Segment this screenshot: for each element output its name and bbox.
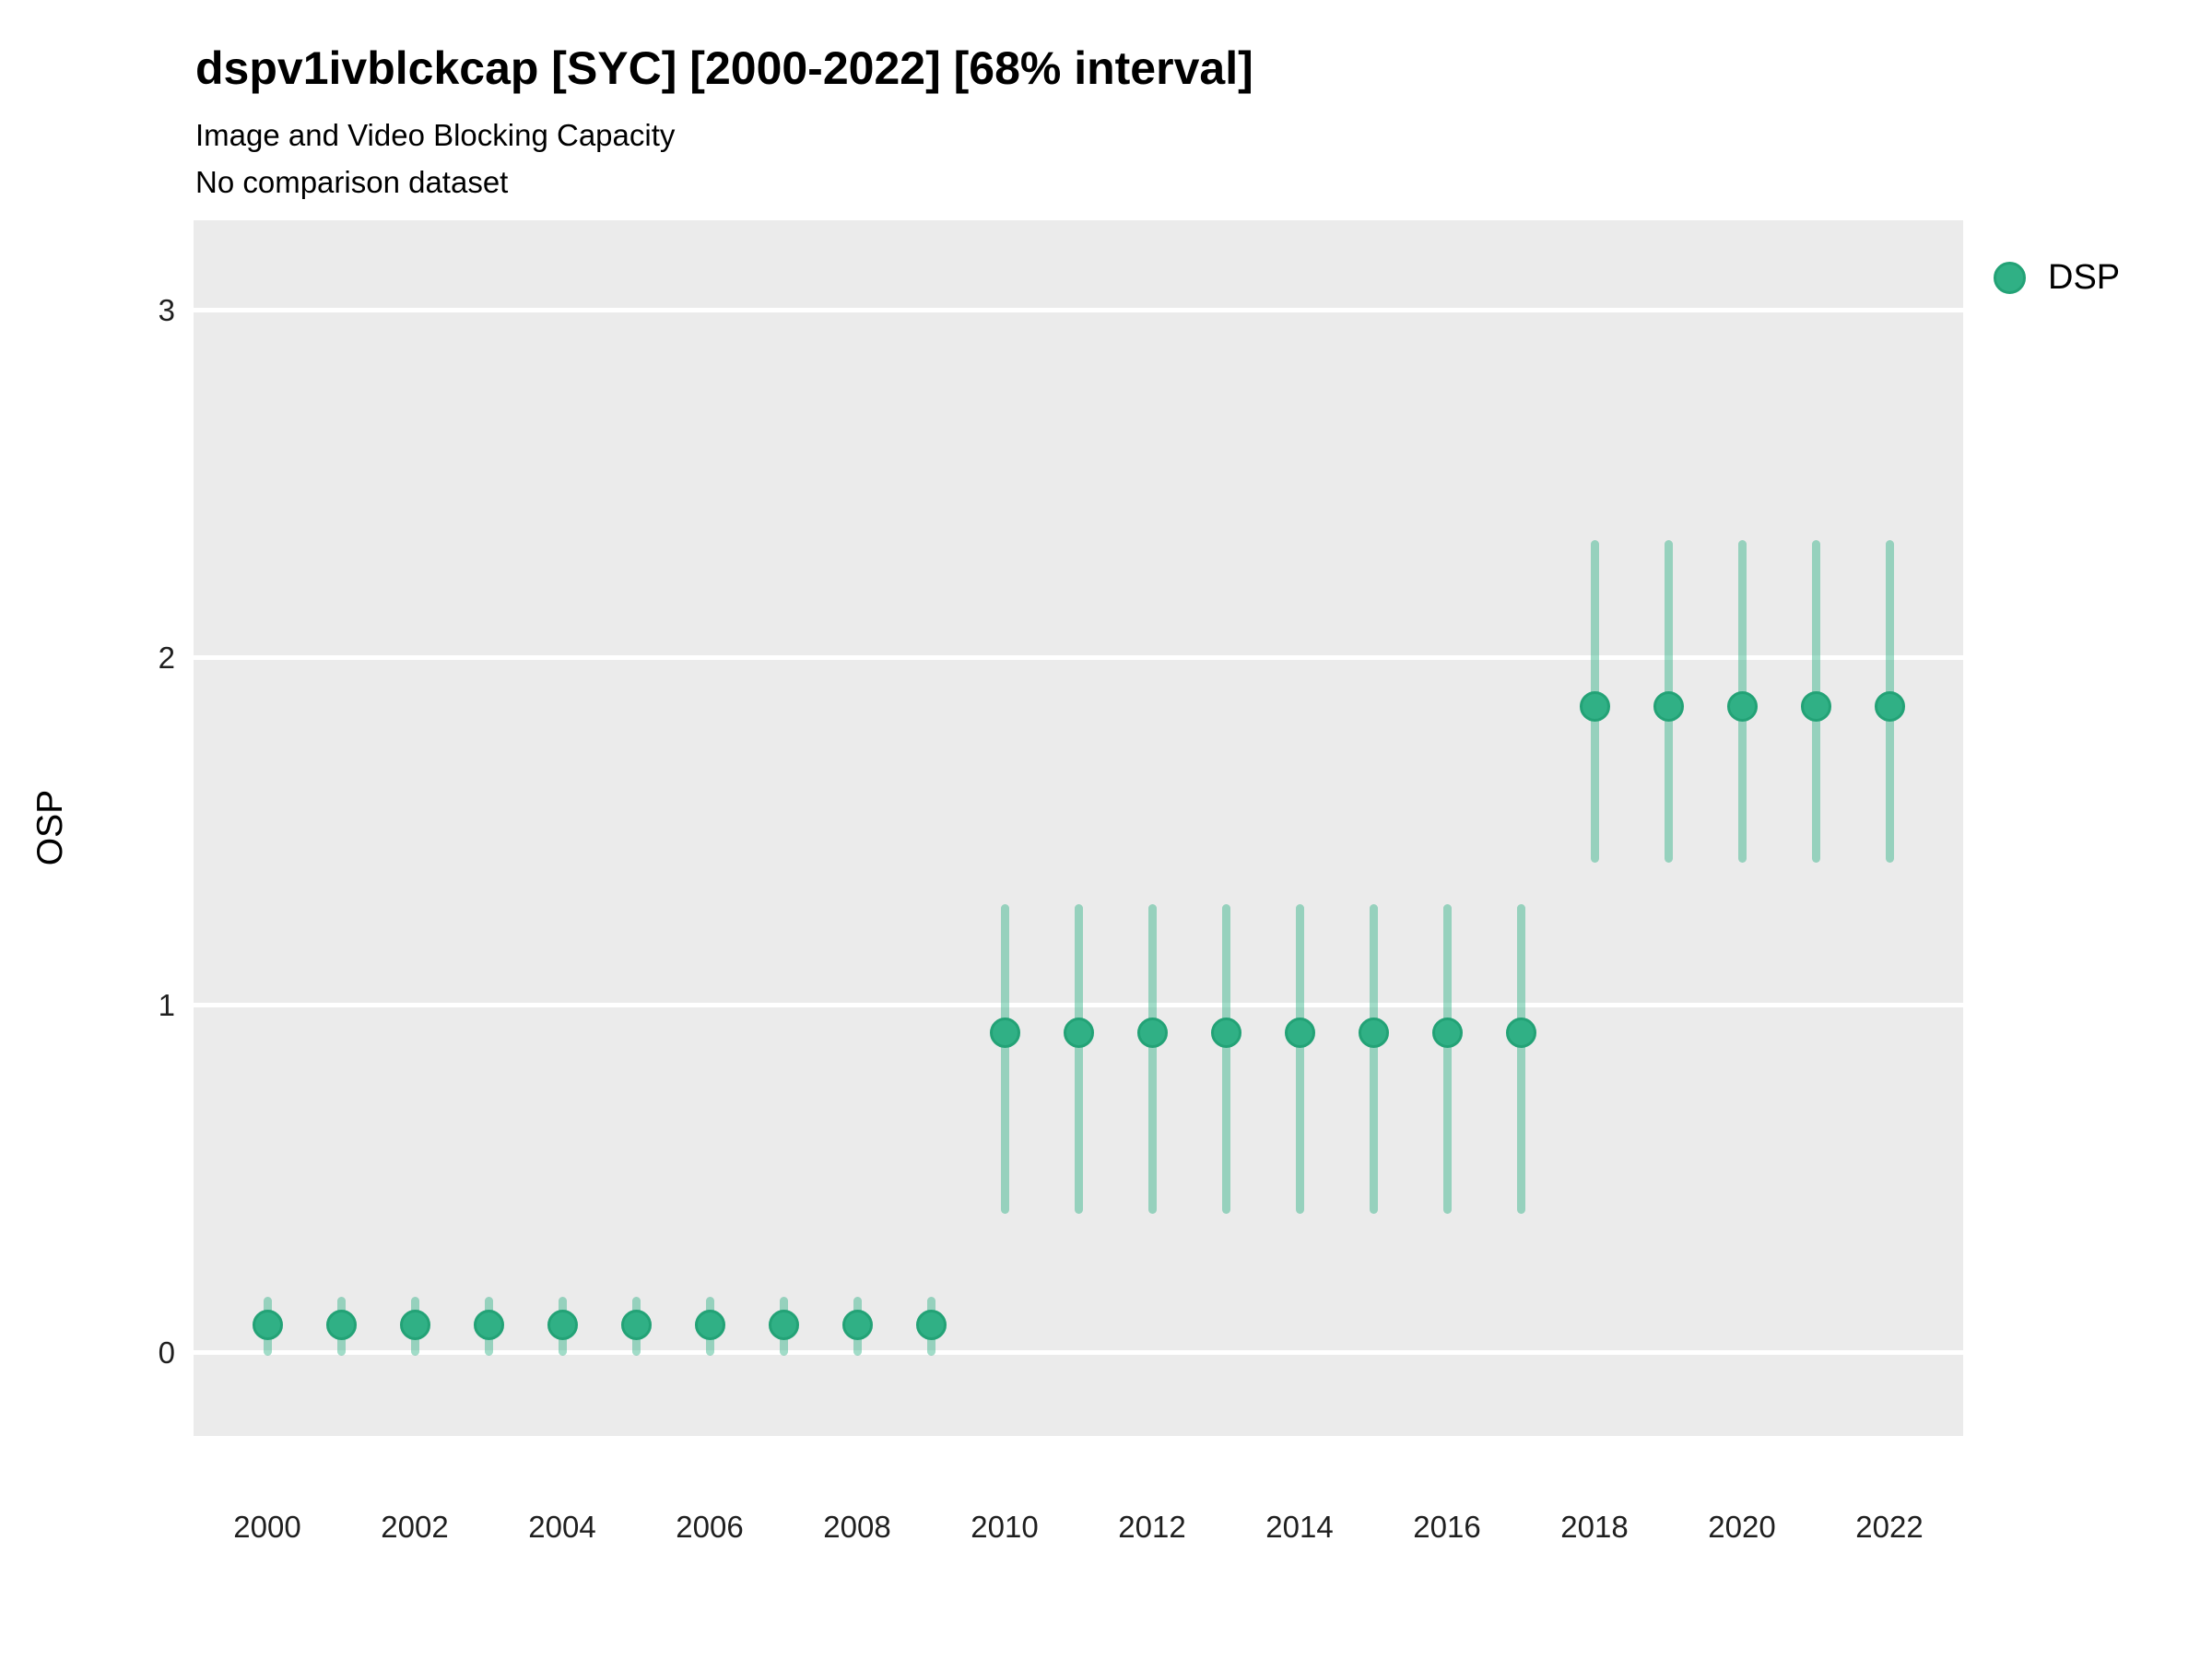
data-point-2021 (1800, 691, 1831, 723)
data-point-2019 (1653, 691, 1684, 723)
data-point-2013 (1210, 1018, 1241, 1049)
data-point-2000 (252, 1309, 283, 1340)
data-point-2006 (694, 1309, 725, 1340)
legend-label: DSP (2048, 258, 2121, 297)
legend-marker-circle-icon (1994, 261, 2026, 294)
x-tick-label-2012: 2012 (1118, 1510, 1186, 1544)
data-point-2016 (1431, 1018, 1463, 1049)
gridline-y-2 (194, 655, 1963, 661)
data-point-2011 (1063, 1018, 1094, 1049)
errorbar-2014 (1295, 904, 1304, 1214)
errorbar-2011 (1074, 904, 1083, 1214)
errorbar-2013 (1221, 904, 1230, 1214)
y-tick-label-0: 0 (158, 1335, 175, 1370)
x-tick-label-2010: 2010 (971, 1510, 1039, 1544)
y-tick-label-1: 1 (158, 987, 175, 1022)
errorbar-2012 (1147, 904, 1157, 1214)
y-tick-label-3: 3 (158, 292, 175, 327)
errorbar-2016 (1442, 904, 1452, 1214)
data-point-2003 (473, 1309, 504, 1340)
chart-title: dspv1ivblckcap [SYC] [2000-2022] [68% in… (195, 42, 1253, 94)
x-tick-label-2008: 2008 (823, 1510, 891, 1544)
x-tick-label-2020: 2020 (1708, 1510, 1776, 1544)
data-point-2005 (620, 1309, 652, 1340)
x-tick-label-2006: 2006 (676, 1510, 744, 1544)
x-tick-label-2018: 2018 (1560, 1510, 1629, 1544)
data-point-2009 (915, 1309, 947, 1340)
x-tick-label-2022: 2022 (1855, 1510, 1924, 1544)
data-point-2014 (1284, 1018, 1315, 1049)
x-tick-label-2002: 2002 (381, 1510, 449, 1544)
gridline-y-1 (194, 1003, 1963, 1008)
data-point-2015 (1358, 1018, 1389, 1049)
plot-panel (194, 220, 1963, 1436)
data-point-2004 (547, 1309, 578, 1340)
data-point-2017 (1505, 1018, 1536, 1049)
x-tick-label-2016: 2016 (1413, 1510, 1481, 1544)
gridline-y-0 (194, 1350, 1963, 1356)
data-point-2012 (1136, 1018, 1168, 1049)
y-tick-label-2: 2 (158, 640, 175, 675)
y-axis-title: OSP (30, 789, 70, 866)
errorbar-2015 (1369, 904, 1378, 1214)
data-point-2007 (768, 1309, 799, 1340)
errorbar-2010 (1000, 904, 1009, 1214)
x-tick-label-2014: 2014 (1265, 1510, 1334, 1544)
legend: DSP (1994, 259, 2120, 296)
chart-note: No comparison dataset (195, 165, 509, 199)
data-point-2002 (399, 1309, 430, 1340)
data-point-2018 (1579, 691, 1610, 723)
data-point-2022 (1874, 691, 1905, 723)
errorbar-2017 (1516, 904, 1525, 1214)
gridline-y-3 (194, 308, 1963, 313)
x-tick-label-2004: 2004 (528, 1510, 596, 1544)
data-point-2001 (325, 1309, 357, 1340)
data-point-2008 (841, 1309, 873, 1340)
x-tick-label-2000: 2000 (233, 1510, 301, 1544)
data-point-2020 (1726, 691, 1758, 723)
chart-subtitle: Image and Video Blocking Capacity (195, 118, 676, 152)
data-point-2010 (989, 1018, 1020, 1049)
